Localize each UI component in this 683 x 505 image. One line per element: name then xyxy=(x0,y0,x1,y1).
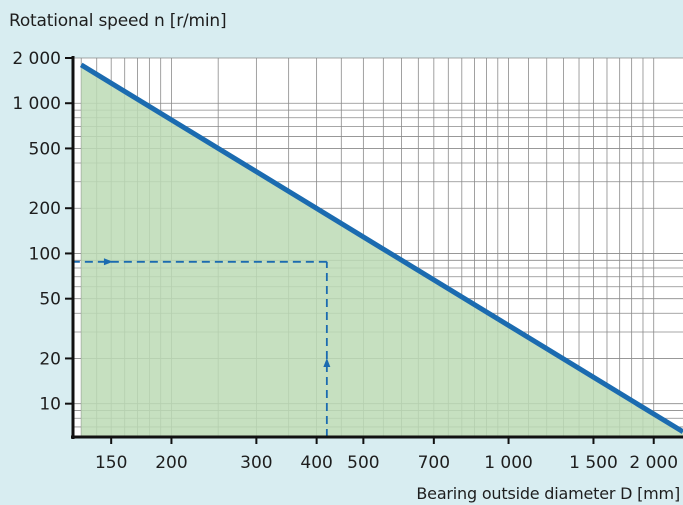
annotation-lines xyxy=(73,258,331,437)
x-axis-title: Bearing outside diameter D [mm] xyxy=(416,484,680,503)
x-tick-label: 500 xyxy=(347,453,379,473)
axes xyxy=(65,56,683,444)
x-tick-label: 150 xyxy=(95,453,127,473)
x-tick-label: 200 xyxy=(155,453,187,473)
x-tick-label: 400 xyxy=(300,453,332,473)
x-tick-labels: 150 200 300 400 500 700 1 000 1 500 2 000 xyxy=(95,453,678,473)
y-tick-label: 50 xyxy=(39,290,61,310)
x-tick-label: 300 xyxy=(240,453,272,473)
y-tick-label: 100 xyxy=(29,244,61,264)
x-tick-label: 700 xyxy=(418,453,450,473)
fill-area xyxy=(73,64,683,437)
y-axis-title: Rotational speed n [r/min] xyxy=(9,11,227,31)
speed-limit-line xyxy=(79,62,683,434)
y-tick-label: 200 xyxy=(29,199,61,219)
y-tick-label: 2 000 xyxy=(12,49,61,69)
area-under-curve xyxy=(73,64,683,437)
arrow-up-icon xyxy=(323,358,331,367)
series xyxy=(79,62,683,434)
x-tick-label: 2 000 xyxy=(629,453,678,473)
y-tick-label: 20 xyxy=(39,349,61,369)
y-tick-label: 500 xyxy=(29,139,61,159)
y-tick-labels: 10 20 50 100 200 500 1 000 2 000 xyxy=(12,49,61,415)
y-tick-label: 1 000 xyxy=(12,94,61,114)
x-tick-label: 1 000 xyxy=(484,453,533,473)
arrow-right-icon xyxy=(103,258,113,266)
x-tick-label: 1 500 xyxy=(569,453,618,473)
y-tick-label: 10 xyxy=(39,395,61,415)
